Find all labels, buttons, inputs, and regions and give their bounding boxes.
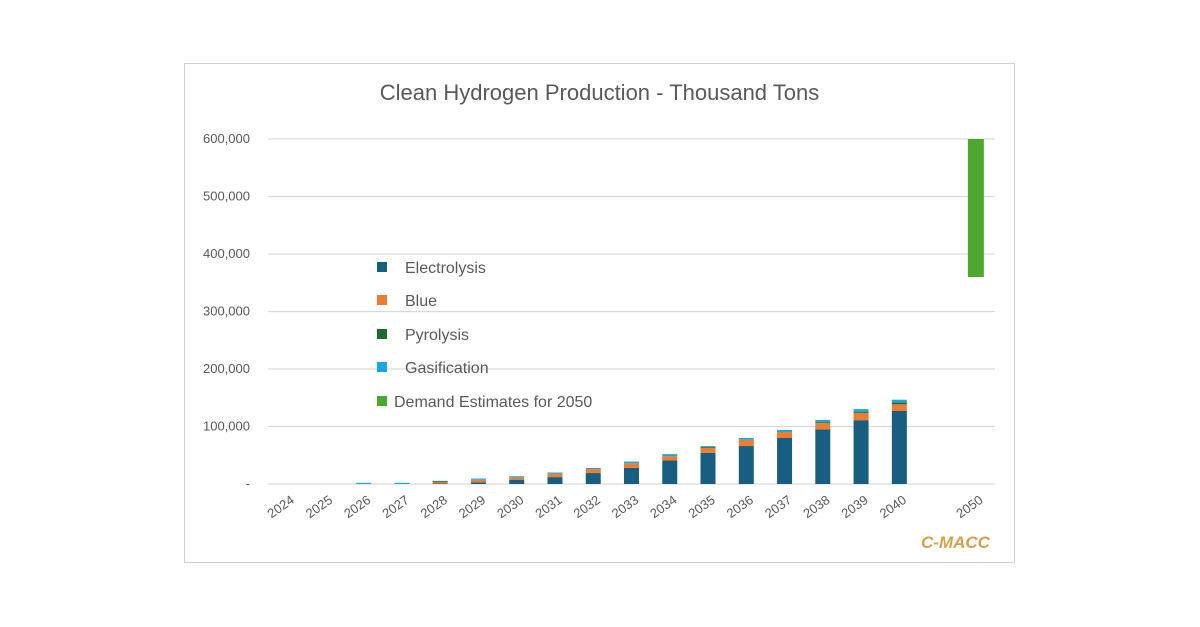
- bar-gasification: [891, 399, 907, 403]
- bar-electrolysis: [585, 473, 601, 484]
- bar-blue: [547, 473, 563, 478]
- legend-swatch: [377, 396, 387, 406]
- legend-swatch: [377, 329, 387, 339]
- y-tick-label: 200,000: [203, 361, 250, 376]
- x-tick-label: 2035: [685, 492, 717, 521]
- bar-gasification: [700, 446, 716, 447]
- x-tick-label: 2029: [456, 492, 488, 521]
- bar-electrolysis: [738, 446, 754, 484]
- bar-blue: [815, 423, 831, 430]
- bar-gasification: [394, 482, 410, 484]
- bar-gasification: [585, 467, 601, 470]
- x-tick-label: 2038: [800, 492, 832, 521]
- x-tick-label: 2027: [379, 492, 411, 521]
- legend-label: Demand Estimates for 2050: [394, 394, 592, 411]
- bar-gasification: [815, 419, 831, 423]
- bar-blue: [777, 431, 793, 438]
- bar-pyrolysis: [700, 446, 716, 448]
- x-tick-label: 2024: [265, 492, 297, 521]
- bar-gasification: [738, 438, 754, 440]
- bar-blue: [853, 412, 869, 421]
- y-tick-label: 400,000: [203, 246, 250, 261]
- x-tick-label: 2028: [418, 492, 450, 521]
- bar-electrolysis: [432, 483, 448, 484]
- x-tick-label: 2025: [303, 492, 335, 521]
- x-tick-label: 2050: [953, 492, 985, 521]
- bar-gasification: [624, 461, 639, 464]
- x-tick-label: 2032: [571, 492, 603, 521]
- x-tick-label: 2037: [762, 492, 794, 521]
- bar-electrolysis: [509, 479, 525, 484]
- bar-pyrolysis: [891, 402, 907, 405]
- y-tick-label: 100,000: [203, 419, 250, 434]
- legend-label: Electrolysis: [405, 260, 486, 277]
- bar-gasification: [509, 476, 525, 478]
- x-tick-label: 2026: [341, 492, 373, 521]
- bar-gasification: [547, 472, 563, 474]
- x-tick-label: 2039: [839, 492, 871, 521]
- bar-gasification: [356, 482, 372, 484]
- bar-demand-2050: [967, 139, 984, 277]
- legend-label: Gasification: [405, 360, 489, 377]
- bar-electrolysis: [891, 410, 907, 484]
- bar-blue: [662, 456, 678, 461]
- bar-electrolysis: [470, 482, 486, 484]
- bar-blue: [738, 439, 754, 447]
- bar-pyrolysis: [432, 481, 448, 482]
- bar-electrolysis: [700, 452, 716, 484]
- bar-electrolysis: [547, 477, 563, 484]
- bar-pyrolysis: [853, 412, 869, 413]
- y-tick-label: 500,000: [203, 189, 250, 204]
- bar-electrolysis: [624, 467, 639, 484]
- legend-swatch: [377, 262, 387, 272]
- chart-title: Clean Hydrogen Production - Thousand Ton…: [379, 80, 820, 105]
- y-tick-label: 300,000: [203, 304, 250, 319]
- x-tick-label: 2030: [494, 492, 526, 521]
- bar-blue: [432, 481, 448, 484]
- brand-logo-text: C-MACC: [921, 533, 990, 552]
- bar-electrolysis: [777, 438, 793, 484]
- bar-blue: [509, 477, 525, 480]
- bar-electrolysis: [662, 460, 678, 484]
- bar-blue: [700, 447, 716, 453]
- x-tick-label: 2034: [647, 492, 679, 521]
- legend-label: Pyrolysis: [405, 327, 469, 344]
- x-tick-label: 2040: [877, 492, 909, 521]
- bar-electrolysis: [815, 429, 831, 484]
- bar-pyrolysis: [815, 422, 831, 424]
- bar-gasification: [777, 429, 793, 432]
- bar-blue: [585, 469, 601, 474]
- legend-swatch: [377, 362, 387, 372]
- y-tick-label: 600,000: [203, 131, 250, 146]
- y-tick-label: -: [246, 476, 250, 491]
- legend-swatch: [377, 295, 387, 305]
- bar-blue: [624, 463, 639, 468]
- x-tick-label: 2036: [724, 492, 756, 521]
- x-tick-label: 2031: [532, 492, 564, 521]
- bar-gasification: [662, 454, 678, 457]
- bar-blue: [891, 404, 907, 411]
- bar-gasification: [470, 478, 486, 480]
- chart-frame: [184, 63, 1015, 563]
- legend-label: Blue: [405, 293, 437, 310]
- bar-gasification: [853, 409, 869, 413]
- bar-electrolysis: [853, 420, 869, 484]
- x-tick-label: 2033: [609, 492, 641, 521]
- bar-blue: [470, 479, 486, 483]
